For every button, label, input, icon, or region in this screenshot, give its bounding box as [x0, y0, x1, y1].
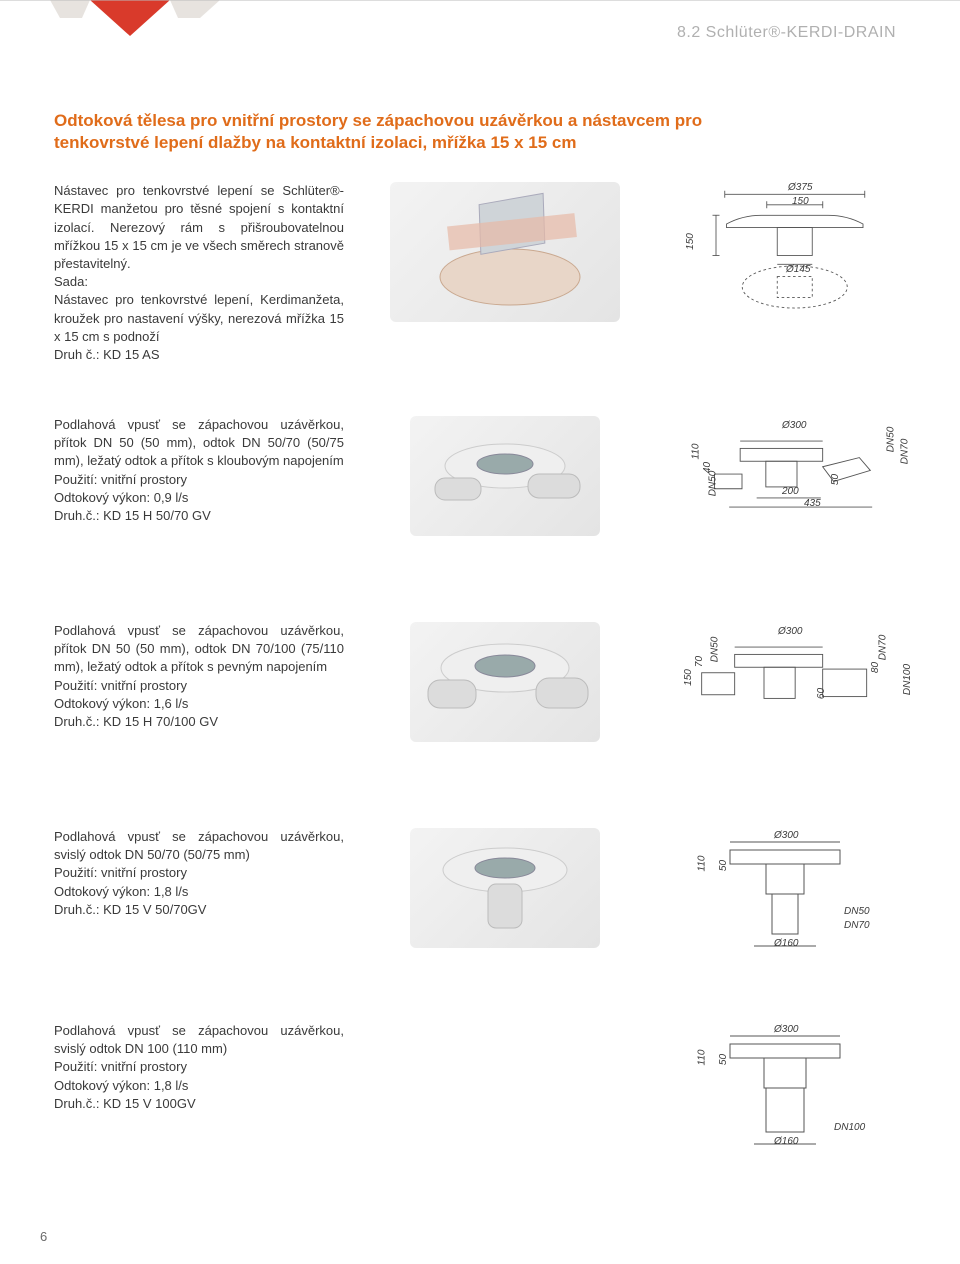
product-diagram: Ø300 110 40 DN50 200 50 435 DN50 DN70 — [676, 416, 896, 556]
product-row: Podlahová vpusť se zápachovou uzávěrkou,… — [54, 622, 906, 782]
product-row: Podlahová vpusť se zápachovou uzávěrkou,… — [54, 828, 906, 988]
product-photo — [410, 416, 600, 536]
product-text: Podlahová vpusť se zápachovou uzávěrkou,… — [54, 828, 344, 925]
product-row: Podlahová vpusť se zápachovou uzávěrkou,… — [54, 1022, 906, 1182]
product-diagram: Ø300 DN50 150 70 60 DN70 80 DN100 — [676, 622, 896, 762]
product-row: Podlahová vpusť se zápachovou uzávěrkou,… — [54, 416, 906, 576]
page-number: 6 — [40, 1229, 47, 1244]
product-text: Podlahová vpusť se zápachovou uzávěrkou,… — [54, 622, 344, 737]
product-row: Nástavec pro tenkovrstvé lepení se Schlü… — [54, 182, 906, 370]
product-diagram: Ø375 150 150 Ø145 — [676, 182, 896, 322]
product-photo — [390, 182, 620, 322]
page-header-code: 8.2 Schlüter®-KERDI-DRAIN — [677, 24, 896, 42]
product-diagram: Ø300 110 50 DN50 DN70 Ø160 — [676, 828, 896, 978]
product-photo — [410, 828, 600, 948]
product-photo — [410, 622, 600, 742]
section-title: Odtoková tělesa pro vnitřní prostory se … — [54, 110, 774, 154]
product-diagram: Ø300 110 50 DN100 Ø160 — [676, 1022, 896, 1172]
product-text: Podlahová vpusť se zápachovou uzávěrkou,… — [54, 1022, 344, 1119]
product-text: Nástavec pro tenkovrstvé lepení se Schlü… — [54, 182, 344, 370]
product-text: Podlahová vpusť se zápachovou uzávěrkou,… — [54, 416, 344, 531]
